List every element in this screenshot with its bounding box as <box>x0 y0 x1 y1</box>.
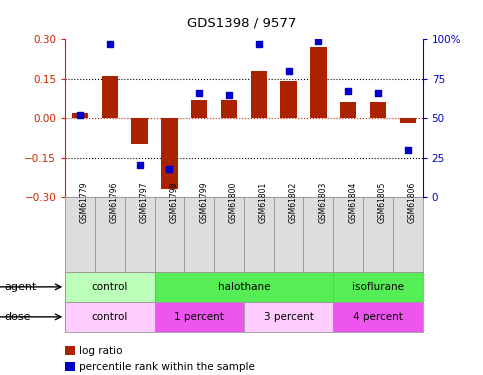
Text: GDS1398 / 9577: GDS1398 / 9577 <box>187 17 296 30</box>
Bar <box>393 197 423 272</box>
Bar <box>333 197 363 272</box>
Text: GSM61797: GSM61797 <box>140 182 149 223</box>
Bar <box>131 118 148 144</box>
Text: GSM61779: GSM61779 <box>80 182 89 223</box>
Bar <box>102 76 118 118</box>
Bar <box>333 302 423 332</box>
Text: GSM61798: GSM61798 <box>170 182 178 223</box>
Bar <box>281 81 297 118</box>
Point <box>285 68 293 74</box>
Text: log ratio: log ratio <box>79 346 122 355</box>
Point <box>255 41 263 47</box>
Text: dose: dose <box>5 312 31 322</box>
Text: 4 percent: 4 percent <box>353 312 403 322</box>
Text: GSM61803: GSM61803 <box>318 182 327 223</box>
Text: GSM61806: GSM61806 <box>408 182 417 223</box>
Bar <box>363 197 393 272</box>
Text: GSM61799: GSM61799 <box>199 182 208 223</box>
Point <box>76 112 84 118</box>
Bar <box>125 197 155 272</box>
Text: GSM61796: GSM61796 <box>110 182 119 223</box>
Text: GSM61805: GSM61805 <box>378 182 387 223</box>
Bar <box>161 118 178 189</box>
Point <box>314 38 322 44</box>
Bar <box>274 197 303 272</box>
Bar <box>303 197 333 272</box>
Bar <box>244 197 274 272</box>
Text: isoflurane: isoflurane <box>352 282 404 292</box>
Bar <box>310 47 327 118</box>
Bar <box>155 302 244 332</box>
Bar <box>72 113 88 118</box>
Bar <box>95 197 125 272</box>
Text: 1 percent: 1 percent <box>174 312 224 322</box>
Bar <box>221 100 237 118</box>
Text: GSM61800: GSM61800 <box>229 182 238 223</box>
Bar <box>340 102 356 118</box>
Point <box>136 162 143 168</box>
Text: GSM61804: GSM61804 <box>348 182 357 223</box>
Text: GSM61801: GSM61801 <box>259 182 268 223</box>
Text: percentile rank within the sample: percentile rank within the sample <box>79 362 255 372</box>
Bar <box>155 272 333 302</box>
Point <box>404 147 412 153</box>
Text: control: control <box>92 282 128 292</box>
Point <box>374 90 382 96</box>
Text: agent: agent <box>5 282 37 292</box>
Bar <box>191 100 207 118</box>
Text: 3 percent: 3 percent <box>264 312 313 322</box>
Bar <box>333 272 423 302</box>
Text: halothane: halothane <box>218 282 270 292</box>
Point <box>225 92 233 98</box>
Bar <box>214 197 244 272</box>
Bar <box>251 71 267 118</box>
Bar <box>65 197 95 272</box>
Bar <box>399 118 416 123</box>
Point <box>106 41 114 47</box>
Bar <box>244 302 333 332</box>
Text: control: control <box>92 312 128 322</box>
Point <box>344 88 352 94</box>
Point <box>196 90 203 96</box>
Bar <box>370 102 386 118</box>
Bar <box>185 197 214 272</box>
Bar <box>155 197 185 272</box>
Bar <box>65 272 155 302</box>
Text: GSM61802: GSM61802 <box>289 182 298 223</box>
Point <box>166 165 173 171</box>
Bar <box>65 302 155 332</box>
